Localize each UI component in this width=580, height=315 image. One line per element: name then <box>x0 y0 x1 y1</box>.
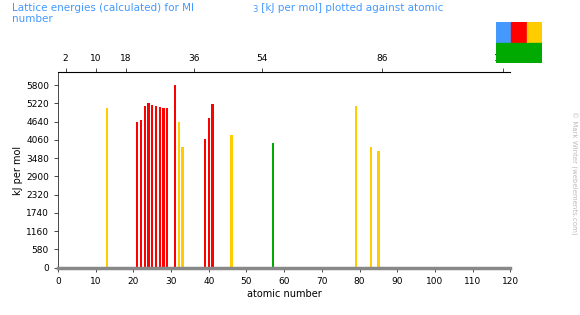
Bar <box>140 120 142 268</box>
Bar <box>106 108 108 268</box>
Text: 3: 3 <box>252 5 258 14</box>
Bar <box>496 22 512 43</box>
Text: Lattice energies (calculated) for MI: Lattice energies (calculated) for MI <box>12 3 194 13</box>
Bar <box>174 85 176 268</box>
Bar <box>144 106 146 268</box>
Text: [kJ per mol] plotted against atomic: [kJ per mol] plotted against atomic <box>258 3 444 13</box>
Bar <box>147 103 150 268</box>
X-axis label: atomic number: atomic number <box>247 289 321 299</box>
Bar <box>378 151 379 268</box>
Bar <box>496 43 542 63</box>
Text: © Mark Winter (webelements.com): © Mark Winter (webelements.com) <box>570 112 577 235</box>
Bar <box>177 122 180 268</box>
Bar <box>159 107 161 268</box>
Bar <box>182 147 183 268</box>
Bar <box>204 139 206 268</box>
Bar <box>527 22 542 43</box>
Bar <box>370 147 372 268</box>
Bar <box>355 106 357 268</box>
Text: number: number <box>12 14 52 24</box>
Bar <box>162 108 165 268</box>
Bar <box>272 143 274 268</box>
Bar <box>151 105 153 268</box>
Bar <box>208 118 210 268</box>
Bar <box>512 22 527 43</box>
Bar <box>136 122 138 268</box>
Bar <box>155 106 157 268</box>
Bar <box>230 135 233 268</box>
Bar <box>166 108 168 268</box>
Y-axis label: kJ per mol: kJ per mol <box>13 146 23 195</box>
Bar <box>212 104 213 268</box>
